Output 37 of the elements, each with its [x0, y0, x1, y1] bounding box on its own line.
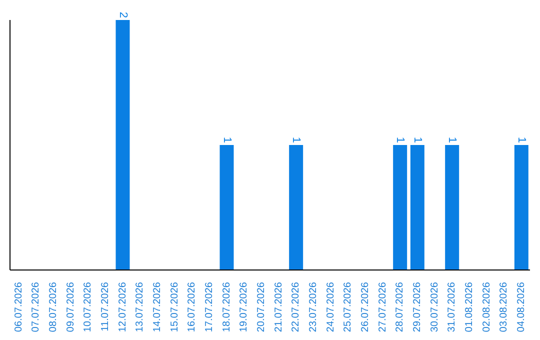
x-tick-label: 15.07.2026	[169, 282, 180, 332]
x-tick-label: 14.07.2026	[152, 282, 163, 332]
x-tick-label: 29.07.2026	[412, 282, 423, 332]
x-tick-label: 18.07.2026	[221, 282, 232, 332]
x-tick-label: 12.07.2026	[117, 282, 128, 332]
x-tick-label: 09.07.2026	[65, 282, 76, 332]
data-label: 1	[394, 136, 406, 143]
x-tick-label: 28.07.2026	[394, 282, 406, 332]
x-tick-label: 08.07.2026	[48, 282, 59, 332]
x-tick-label: 17.07.2026	[204, 282, 215, 332]
data-label: 1	[220, 136, 233, 143]
x-tick-label: 31.07.2026	[446, 282, 458, 332]
data-label: 1	[446, 136, 458, 143]
data-label: 1	[515, 136, 528, 143]
x-tick-label: 06.07.2026	[13, 282, 24, 332]
x-tick-label: 03.08.2026	[498, 282, 510, 332]
x-tick-label: 10.07.2026	[82, 282, 94, 332]
x-tick-label: 21.07.2026	[273, 282, 284, 332]
x-tick-label: 23.07.2026	[308, 282, 319, 332]
x-tick-label: 30.07.2026	[429, 282, 440, 332]
x-tick-label: 04.08.2026	[516, 282, 527, 332]
data-label: 1	[290, 136, 302, 143]
data-label: 2	[116, 12, 129, 18]
x-tick-label: 13.07.2026	[134, 282, 146, 332]
x-tick-label: 02.08.2026	[481, 282, 492, 332]
x-tick-label: 24.07.2026	[325, 282, 336, 332]
x-tick-label: 19.07.2026	[238, 282, 250, 332]
x-tick-label: 22.07.2026	[290, 282, 302, 332]
x-tick-label: 01.08.2026	[464, 282, 475, 332]
x-tick-label: 27.07.2026	[377, 282, 388, 332]
x-tick-label: 16.07.2026	[186, 282, 198, 332]
data-label: 1	[411, 136, 424, 143]
x-tick-label: 20.07.2026	[256, 282, 267, 332]
x-tick-label: 11.07.2026	[100, 282, 111, 332]
x-tick-label: 25.07.2026	[342, 282, 354, 332]
x-tick-label: 26.07.2026	[360, 282, 371, 332]
x-tick-label: 07.07.2026	[30, 282, 42, 332]
